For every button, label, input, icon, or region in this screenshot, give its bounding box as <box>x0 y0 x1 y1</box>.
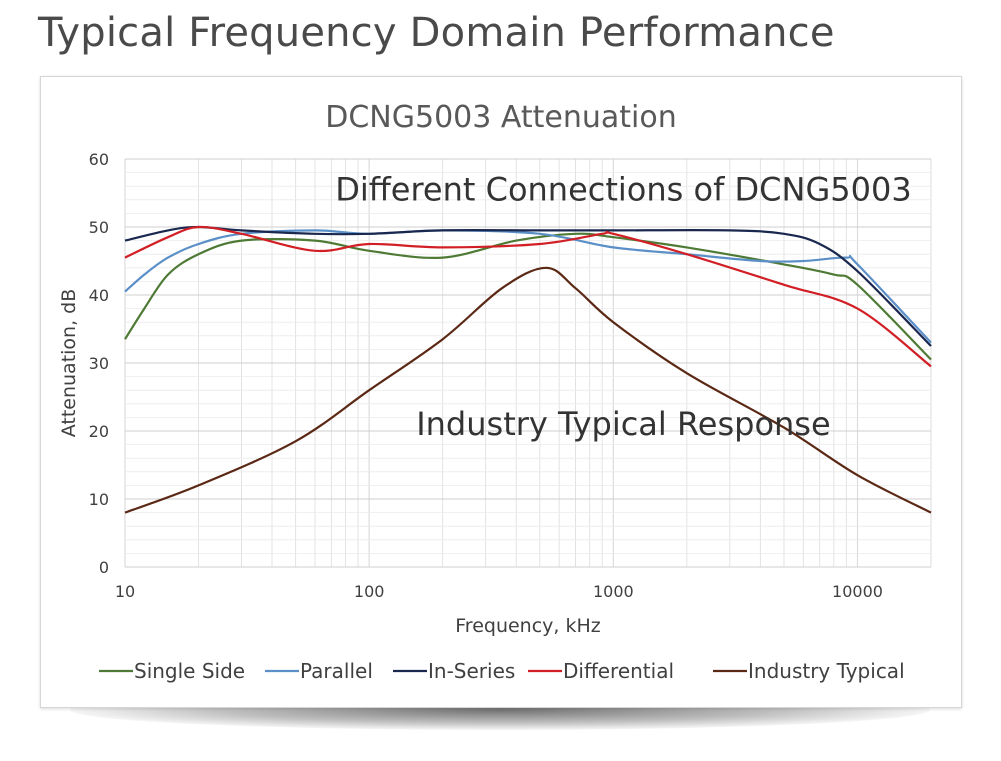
page-title: Typical Frequency Domain Performance <box>38 10 835 56</box>
y-tick-label: 50 <box>89 218 109 237</box>
y-axis-label: Attenuation, dB <box>58 289 80 438</box>
grid-lines <box>124 158 932 568</box>
x-tick-label: 100 <box>354 582 385 601</box>
annotations: Different Connections of DCNG5003 Industr… <box>335 171 911 444</box>
y-tick-label: 0 <box>99 558 109 577</box>
y-tick-label: 30 <box>89 354 109 373</box>
legend-label-industry-typical: Industry Typical <box>748 659 905 683</box>
y-tick-label: 10 <box>89 490 109 509</box>
x-axis-label: Frequency, kHz <box>455 615 601 637</box>
chart-card: DCNG5003 Attenuation 0 10 20 30 40 50 60 10 100 1… <box>40 76 962 708</box>
chart-title: DCNG5003 Attenuation <box>325 100 676 135</box>
legend-label-single-side: Single Side <box>134 659 245 683</box>
y-tick-label: 60 <box>89 150 109 169</box>
legend-label-differential: Differential <box>563 659 674 683</box>
series-line-differential <box>124 225 932 368</box>
legend-label-parallel: Parallel <box>300 659 373 683</box>
legend-label-in-series: In-Series <box>428 659 515 683</box>
series-line-parallel <box>124 229 932 344</box>
y-tick-label: 20 <box>89 422 109 441</box>
legend: Single Side Parallel In-Series Differential… <box>99 659 905 683</box>
axis-ticks: 0 10 20 30 40 50 60 10 100 1000 10000 <box>89 150 883 601</box>
annotation-text: Different Connections of DCNG5003 <box>335 171 911 209</box>
x-tick-label: 1000 <box>593 582 634 601</box>
series-line-single-side <box>124 232 932 361</box>
series-lines <box>124 225 932 514</box>
x-tick-label: 10 <box>115 582 135 601</box>
annotation-text: Industry Typical Response <box>416 405 830 443</box>
x-tick-label: 10000 <box>832 582 883 601</box>
y-tick-label: 40 <box>89 286 109 305</box>
attenuation-chart: DCNG5003 Attenuation 0 10 20 30 40 50 60 10 100 1… <box>58 100 932 683</box>
series-line-industry-typical <box>124 266 932 514</box>
